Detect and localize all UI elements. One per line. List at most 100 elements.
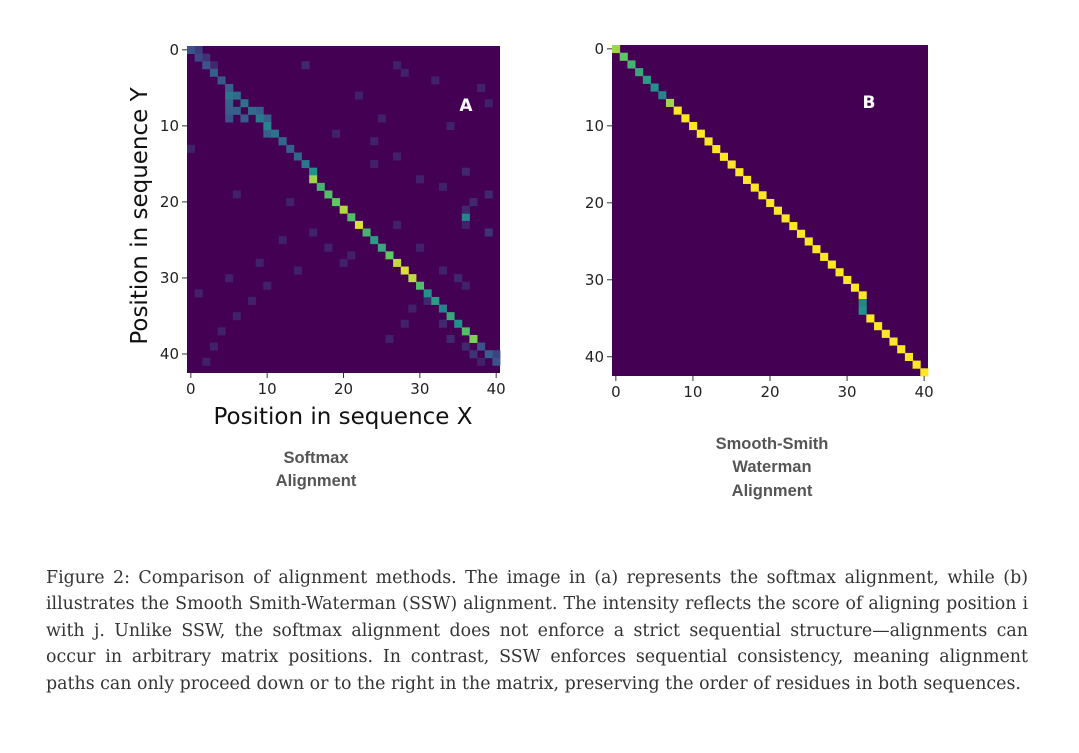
heatmap-cell [194,46,203,54]
heatmap-cell [301,160,310,169]
ssw-axis-ticks: 0 10 20 30 40 0 10 20 30 40 [585,40,934,401]
heatmap-cell [255,114,264,123]
heatmap-cell [897,345,906,354]
heatmap-cell [858,306,867,315]
heatmap-cell [461,281,470,290]
heatmap-cell [461,342,470,351]
heatmap-cell [286,144,295,153]
heatmap-cell [232,312,241,321]
softmax-subcaption-line1: Softmax [283,449,349,467]
heatmap-cell [804,237,813,246]
heatmap-cell [858,299,867,308]
heatmap-cell [309,228,318,237]
heatmap-cell [377,114,386,123]
y-tick-label: 10 [160,117,179,135]
heatmap-cell [469,350,478,359]
x-tick-label: 30 [410,380,429,398]
heatmap-cell [232,190,241,199]
heatmap-cell [696,129,705,138]
heatmap-cell [758,191,767,200]
panel-label-b: B [863,93,876,113]
heatmap-cell [889,337,898,346]
heatmap-cell [209,342,218,351]
heatmap-cell [484,228,493,237]
heatmap-cell [789,222,798,231]
heatmap-cell [492,350,501,359]
heatmap-cell [400,319,409,328]
heatmap-cell [423,289,432,298]
heatmap-cell [642,75,651,84]
heatmap-cell [217,327,226,336]
heatmap-cell [324,243,333,252]
heatmap-cell [438,266,447,275]
x-tick-label: 20 [334,380,353,398]
heatmap-cell [339,205,348,214]
heatmap-cell [232,106,241,115]
heatmap-cell [240,99,249,108]
y-tick-label: 0 [594,40,604,58]
heatmap-cell [484,350,493,359]
heatmap-cell [263,122,272,131]
heatmap-cell [370,137,379,146]
heatmap-cell [339,258,348,267]
x-tick-label: 40 [915,383,934,401]
heatmap-cell [400,68,409,77]
heatmap-cell [332,129,341,138]
heatmap-cell [416,281,425,290]
y-tick-label: 40 [160,345,179,363]
x-tick-label: 40 [487,380,506,398]
heatmap-cell [240,114,249,123]
heatmap-cell [194,53,203,62]
heatmap-cell [408,274,417,283]
heatmap-cell [484,190,493,199]
heatmap-cell [324,190,333,199]
heatmap-cell [316,182,325,191]
heatmap-cell [773,206,782,215]
y-tick-label: 30 [160,269,179,287]
heatmap-cell [850,283,860,292]
heatmap-cell [370,160,379,169]
heatmap-cell [461,220,470,229]
heatmap-cell [293,266,302,275]
heatmap-cell [627,60,636,69]
heatmap-cell [347,213,356,222]
x-tick-label: 0 [186,380,196,398]
heatmap-cell [416,175,425,184]
heatmap-cell [263,281,272,290]
heatmap-cell [812,245,821,254]
heatmap-cell [400,266,409,275]
heatmap-cell [187,144,196,153]
heatmap-cell [385,251,394,260]
heatmap-cell [843,275,852,285]
softmax-panel: 0 10 20 30 40 0 10 20 30 40 A Position in sequenc… [127,41,506,490]
heatmap-cell [477,342,486,351]
heatmap-cell [658,91,667,100]
heatmap-cell [248,296,257,305]
heatmap-cell [858,291,867,300]
heatmap-cell [225,114,234,123]
heatmap-cell [362,228,371,237]
heatmap-cell [484,99,493,108]
heatmap-cell [920,368,929,377]
y-tick-label: 10 [585,117,604,135]
heatmap-cell [904,352,913,362]
softmax-heatmap-cells [187,46,501,373]
heatmap-cell [263,129,272,138]
heatmap-cell [719,152,729,161]
heatmap-cell [194,289,203,298]
heatmap-cell [202,53,211,62]
heatmap-cell [438,319,447,328]
heatmap-cell [727,160,736,169]
y-tick-label: 20 [585,194,604,212]
heatmap-cell [393,152,402,161]
heatmap-cell [454,274,463,283]
heatmap-cell [393,258,402,267]
heatmap-cell [881,329,890,338]
heatmap-cell [377,243,386,252]
heatmap-background-b [612,45,928,376]
x-axis-title: Position in sequence X [213,404,472,430]
heatmap-cell [370,236,379,245]
heatmap-cell [431,76,440,85]
heatmap-cell [781,214,790,223]
